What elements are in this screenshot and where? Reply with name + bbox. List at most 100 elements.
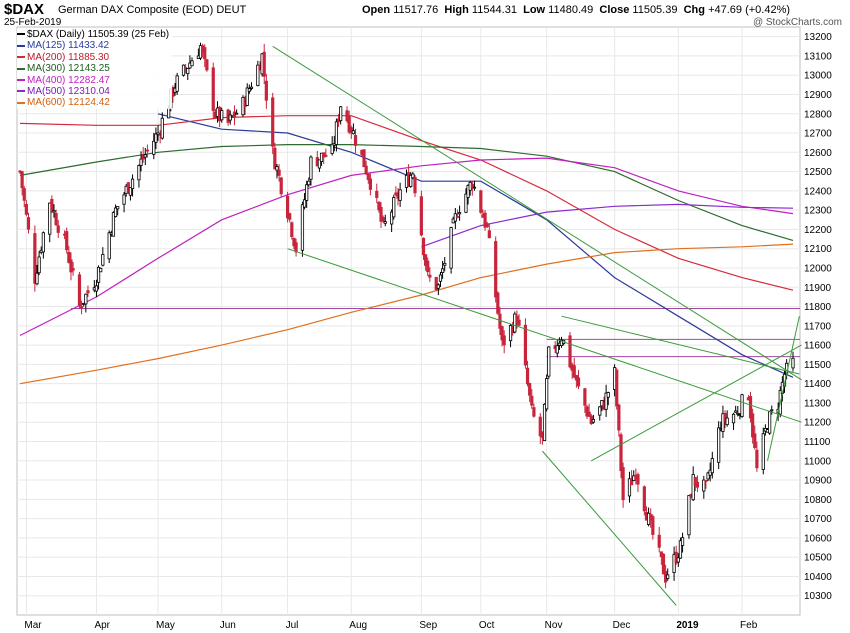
moving-average-line	[421, 203, 794, 248]
low-label: Low	[523, 4, 546, 16]
candle-body	[421, 237, 426, 256]
candle-body	[143, 154, 147, 158]
y-tick-label: 11000	[804, 456, 832, 467]
candle-body	[152, 140, 156, 155]
legend-item: MA(200) 11885.30	[17, 52, 169, 63]
candle-body	[702, 479, 706, 492]
candle-body	[657, 534, 661, 548]
candle-body	[755, 449, 759, 469]
y-tick-label: 10500	[804, 553, 832, 564]
x-tick-label: Jul	[286, 620, 299, 631]
candle-body	[555, 345, 559, 354]
y-tick-label: 12800	[804, 109, 832, 120]
candle-body	[50, 198, 54, 212]
candle-body	[392, 197, 396, 218]
candle-body	[228, 114, 232, 121]
y-tick-label: 12400	[804, 186, 832, 197]
candle-body	[379, 206, 383, 222]
y-tick-label: 13200	[804, 32, 832, 43]
high-value: 11544.31	[471, 4, 517, 16]
candle-body	[107, 232, 111, 260]
y-tick-label: 12600	[804, 148, 832, 159]
y-tick-label: 11500	[804, 360, 832, 371]
copyright: @ StockCharts.com	[752, 17, 842, 28]
candle-body	[513, 313, 517, 333]
candle-body	[56, 225, 60, 233]
legend-label: MA(200) 11885.30	[27, 51, 110, 63]
candle-body	[122, 194, 126, 205]
candle-body	[585, 406, 589, 417]
y-tick-label: 13000	[804, 71, 832, 82]
candle-body	[137, 165, 141, 181]
candle-body	[26, 217, 31, 230]
candle-body	[678, 540, 683, 559]
trendline	[287, 248, 802, 423]
x-tick-label: Nov	[545, 620, 563, 631]
chart-legend: $DAX (Daily) 11505.39 (25 Feb) MA(125) 1…	[17, 29, 173, 109]
candle-body	[290, 222, 294, 238]
legend-item: $DAX (Daily) 11505.39 (25 Feb)	[17, 29, 169, 40]
close-label: Close	[599, 4, 630, 16]
y-tick-label: 12100	[804, 244, 832, 255]
candle-body	[128, 187, 133, 196]
candle-body	[545, 378, 549, 410]
candle-body	[449, 227, 453, 269]
y-tick-label: 11600	[804, 341, 832, 352]
candle-body	[438, 274, 443, 282]
candle-body	[721, 413, 725, 432]
x-tick-label: Sep	[419, 620, 437, 631]
x-tick-label: Oct	[479, 620, 495, 631]
candle-body	[20, 171, 24, 189]
candle-body	[139, 158, 143, 166]
y-tick-label: 12200	[804, 225, 832, 236]
candle-body	[547, 346, 551, 377]
candle-body	[211, 67, 215, 111]
x-tick-label: Aug	[349, 620, 367, 631]
candle-body	[455, 216, 460, 218]
candle-body	[37, 256, 41, 274]
trendline	[561, 315, 800, 375]
candle-body	[693, 476, 697, 486]
x-tick-label: Apr	[94, 620, 110, 631]
candle-body	[67, 251, 71, 263]
moving-averages	[19, 113, 794, 385]
candle-body	[235, 112, 239, 115]
candle-body	[676, 557, 680, 563]
plot-area	[16, 26, 801, 616]
candle-body	[604, 392, 608, 410]
candle-body	[264, 80, 268, 101]
candle-body	[768, 411, 772, 434]
candle-body	[99, 267, 103, 273]
candle-body	[79, 306, 84, 309]
candle-body	[262, 51, 266, 77]
ohlc-readout: Open 11517.76 High 11544.31 Low 11480.49…	[362, 4, 790, 16]
candle-body	[736, 412, 740, 415]
instrument-name: German DAX Composite (EOD) DEUT	[58, 4, 246, 16]
candle-body	[69, 259, 73, 273]
x-tick-label: 2019	[676, 620, 699, 631]
candle-body	[748, 396, 753, 419]
candle-body	[621, 467, 625, 501]
candle-body	[606, 392, 610, 398]
candle-body	[381, 217, 385, 222]
candle-body	[307, 180, 311, 186]
candle-body	[680, 537, 685, 546]
open-value: 11517.76	[393, 4, 439, 16]
legend-label: MA(125) 11433.42	[27, 40, 110, 52]
candle-body	[330, 143, 334, 154]
candle-body	[734, 410, 738, 413]
candle-body	[630, 478, 634, 486]
instrument-title: German DAX Composite (EOD)	[58, 4, 214, 16]
candle-body	[466, 185, 470, 198]
candle-body	[770, 409, 774, 412]
candle-body	[523, 324, 528, 366]
candle-body	[351, 130, 356, 135]
candle-body	[285, 195, 290, 219]
candle-body	[695, 481, 700, 488]
legend-swatch	[17, 56, 25, 59]
x-tick-label: Feb	[740, 620, 758, 631]
candle-body	[334, 121, 339, 145]
candle-body	[723, 412, 727, 422]
y-tick-label: 11300	[804, 398, 832, 409]
candle-body	[377, 201, 381, 211]
